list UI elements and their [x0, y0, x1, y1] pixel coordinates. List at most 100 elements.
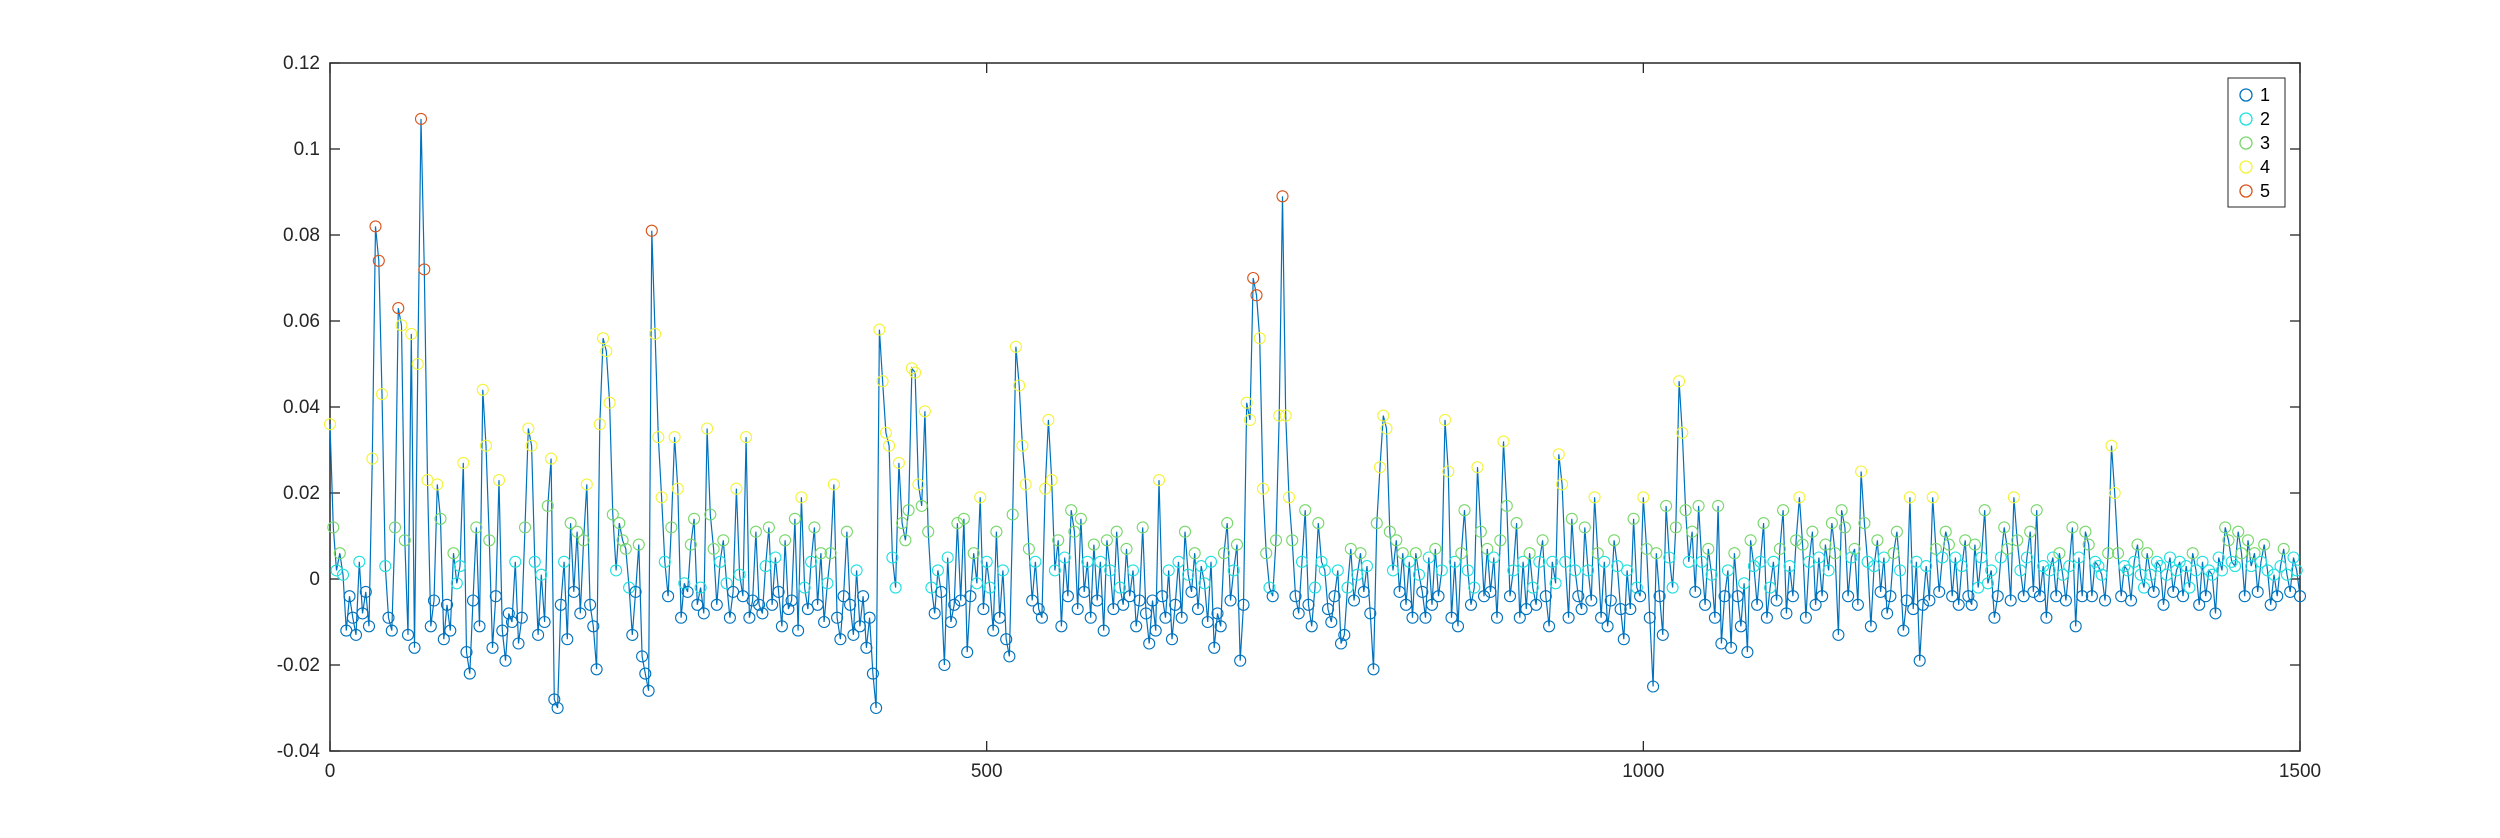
data-point-marker [1419, 611, 1432, 624]
data-point-marker [1396, 547, 1409, 560]
data-point-marker [440, 598, 454, 611]
data-point-marker [655, 491, 668, 504]
data-point-marker [2046, 551, 2059, 564]
data-point-marker [1065, 504, 1078, 517]
data-point-marker [2134, 568, 2147, 581]
data-point-marker [434, 512, 447, 525]
data-point-marker [1536, 534, 1549, 547]
data-point-marker [1510, 517, 1523, 530]
data-point-marker [1260, 547, 1273, 560]
data-point-marker [2267, 568, 2281, 581]
data-point-marker [2124, 594, 2138, 607]
data-point-marker [733, 568, 746, 581]
data-point-marker [1965, 598, 1978, 611]
data-point-marker [1139, 607, 1153, 620]
data-point-marker [369, 220, 382, 233]
data-point-marker [645, 224, 658, 237]
data-point-marker [1627, 512, 1640, 525]
data-point-marker [948, 598, 961, 611]
data-point-marker [366, 452, 379, 465]
legend-marker-1 [2239, 88, 2253, 102]
data-point-marker [1110, 525, 1123, 538]
data-point-marker [1299, 504, 1312, 517]
data-point-marker [931, 564, 944, 577]
data-point-marker [970, 577, 983, 590]
data-point-marker [2076, 590, 2089, 603]
data-point-marker [1686, 525, 1699, 538]
data-point-marker [1985, 564, 1998, 577]
data-point-marker [1897, 624, 1910, 637]
data-point-marker [1647, 680, 1660, 693]
y-tick-label: -0.02 [277, 655, 320, 676]
data-point-marker [990, 525, 1003, 538]
data-point-marker [1858, 517, 1871, 530]
data-point-marker [2111, 547, 2125, 560]
data-point-marker [1149, 624, 1162, 637]
data-point-marker [2186, 547, 2199, 560]
data-point-marker [1292, 607, 1305, 620]
data-point-marker [1780, 607, 1793, 620]
data-point-marker [957, 512, 970, 525]
data-point-marker [1104, 564, 1117, 577]
data-point-marker [1546, 555, 1559, 568]
data-point-marker [1936, 551, 1949, 564]
data-point-marker [964, 590, 977, 603]
data-point-marker [1253, 332, 1266, 345]
data-point-marker [1214, 620, 1227, 633]
data-point-marker [1572, 590, 1585, 603]
data-point-marker [1022, 542, 1035, 555]
data-point-marker [668, 431, 681, 444]
data-point-marker [2102, 547, 2115, 560]
data-point-marker [1809, 598, 1822, 611]
data-point-marker [1221, 517, 1234, 530]
data-point-marker [1039, 482, 1052, 495]
series-line [329, 118, 2301, 709]
data-point-marker [2154, 560, 2167, 573]
data-point-marker [652, 431, 665, 444]
data-point-marker [2245, 560, 2258, 573]
data-point-marker [1130, 620, 1143, 633]
data-point-marker [629, 585, 642, 598]
data-point-marker [2020, 551, 2033, 564]
data-point-marker [1471, 461, 1484, 474]
data-point-marker [1276, 190, 1289, 203]
data-point-marker [1767, 555, 1780, 568]
data-point-marker [1159, 611, 1172, 624]
data-point-marker [717, 534, 730, 547]
data-point-marker [1806, 525, 1819, 538]
data-point-marker [1227, 564, 1240, 577]
data-point-marker [1916, 598, 1929, 611]
data-point-marker [876, 375, 889, 388]
data-point-marker [349, 628, 363, 641]
data-point-marker [1920, 560, 1933, 573]
data-point-marker [2108, 486, 2121, 500]
data-point-marker [1078, 585, 1091, 598]
data-point-marker [2160, 568, 2173, 581]
data-point-marker [1751, 598, 1764, 611]
data-point-marker [587, 620, 600, 633]
data-point-marker [353, 555, 366, 568]
data-point-marker [701, 422, 714, 435]
data-point-marker [1900, 594, 1913, 607]
data-point-marker [577, 534, 590, 547]
data-point-marker [564, 517, 577, 530]
data-point-marker [1055, 620, 1068, 633]
data-point-marker [1819, 538, 1832, 551]
data-point-marker [1793, 491, 1806, 504]
data-point-marker [1728, 547, 1741, 560]
data-point-marker [642, 684, 655, 697]
data-point-marker [649, 327, 662, 340]
y-tick-label: -0.04 [277, 741, 321, 762]
data-point-marker [636, 650, 649, 663]
data-point-marker [1913, 654, 1926, 667]
data-point-marker [470, 521, 483, 534]
data-point-marker [1601, 620, 1614, 633]
data-point-marker [1825, 517, 1838, 530]
data-point-marker [753, 598, 766, 611]
data-point-marker [2043, 564, 2056, 577]
data-point-marker [1595, 611, 1608, 624]
data-point-marker [1445, 611, 1458, 624]
data-point-marker [1286, 534, 1299, 547]
data-point-marker [2264, 598, 2277, 611]
data-point-marker [1013, 379, 1026, 392]
